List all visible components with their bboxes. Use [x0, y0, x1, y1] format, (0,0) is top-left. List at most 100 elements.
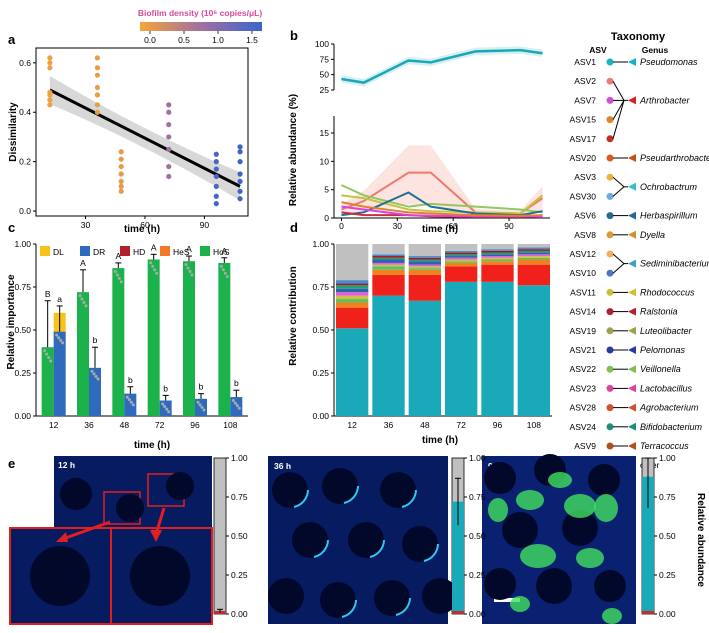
micro-biofilm-patch — [488, 498, 508, 522]
panel-b-top-ytick-label: 50 — [320, 70, 330, 80]
panel-a-ytick-label: 0.4 — [19, 107, 31, 117]
colorbar-title: Biofilm density (10⁶ copies/μL) — [138, 8, 263, 18]
panel-d-bar-segment — [372, 274, 405, 296]
panel-a-point — [118, 163, 124, 170]
panel-c-sig-letter: b — [128, 375, 133, 385]
taxonomy-branch — [612, 80, 625, 101]
panel-a-point — [237, 171, 243, 177]
panel-a-xtick-label: 60 — [140, 220, 150, 230]
taxonomy-asv-label: ASV2 — [574, 76, 596, 86]
panel-c-sig-letter: A — [221, 246, 227, 256]
panel-c-point — [167, 410, 171, 414]
micro-pore — [348, 522, 384, 558]
panel-a-point — [166, 163, 172, 170]
micro-pore — [484, 462, 516, 494]
panel-a-point — [237, 178, 243, 185]
panel-d-bar-segment — [481, 252, 514, 255]
panel-c-point — [196, 400, 200, 404]
taxonomy-asv-dot — [606, 231, 614, 239]
panel-d-bar-segment — [445, 266, 478, 282]
panel-c-sig-letter: b — [163, 383, 168, 393]
panel-a-point — [118, 178, 124, 185]
taxonomy-branch — [612, 253, 625, 264]
taxonomy-genus-label: Dyella — [640, 230, 665, 240]
taxonomy-asv-label: ASV24 — [570, 422, 597, 432]
micro-biofilm-patch — [576, 548, 604, 568]
panel-c-ytick-label: 1.00 — [14, 239, 31, 249]
panel-c-legend-swatch — [120, 246, 130, 256]
panel-c-xlabel: time (h) — [134, 440, 170, 451]
panel-d-ytick-label: 0.25 — [312, 368, 329, 378]
panel-c-legend-label: HD — [133, 247, 145, 257]
panel-e-bar-asv1 — [642, 476, 654, 614]
panel-c-point — [237, 406, 241, 410]
panel-d-bar-segment — [517, 259, 550, 265]
panel-c-legend-label: HeS — [173, 247, 190, 257]
panel-c-legend-swatch — [80, 246, 90, 256]
panel-c-point — [188, 270, 192, 274]
panel-d-bar-segment — [445, 257, 478, 260]
panel-c-point — [84, 304, 88, 308]
panel-c-point — [117, 276, 121, 280]
taxonomy-genus-marker — [628, 96, 636, 105]
panel-c-point — [80, 297, 84, 301]
panel-a-frame — [35, 47, 249, 217]
panel-c-point — [131, 403, 135, 407]
panel-c-point — [57, 336, 61, 340]
panel-d-bar-segment — [445, 259, 478, 262]
panel-c-legend-swatch — [160, 246, 170, 256]
micro-pore — [60, 478, 92, 510]
panel-a-point — [118, 156, 124, 162]
micro-pore — [562, 510, 598, 546]
panel-d-xtick-label: 108 — [527, 420, 541, 430]
panel-c-point — [151, 264, 155, 268]
panel-d-bar-segment — [408, 259, 441, 262]
taxonomy-genus-label: Pseudarthrobacter — [640, 153, 709, 163]
panel-d-xtick-label: 72 — [456, 420, 466, 430]
taxonomy-asv-label: ASV3 — [574, 172, 596, 182]
panel-c-point — [92, 372, 96, 376]
taxonomy-asv-label: ASV10 — [570, 268, 597, 278]
panel-c-sig-letter: A — [151, 242, 157, 252]
panel-d-bar-segment — [445, 250, 478, 253]
panel-d-bar-segment — [408, 274, 441, 301]
panel-c-sig-letter: A — [186, 244, 192, 254]
panel-b-series-line — [341, 194, 544, 215]
panel-d-ylabel: Relative contribution — [288, 266, 299, 365]
micro-pore — [502, 512, 538, 548]
panel-a-xtick-label: 30 — [81, 220, 91, 230]
panel-c-sig-letter: a — [57, 294, 62, 304]
panel-d-bar-segment — [481, 250, 514, 253]
panel-c-bar-dr — [53, 331, 66, 416]
panel-a-ylabel: Dissimilarity — [8, 102, 19, 162]
panel-d-xtick-label: 48 — [420, 420, 430, 430]
taxonomy-asv-label: ASV19 — [570, 326, 597, 336]
panel-c-point — [223, 271, 227, 275]
taxonomy-genus-marker — [628, 211, 636, 220]
colorbar-tick-label: 1.5 — [246, 35, 258, 45]
panel-a-point — [237, 196, 243, 202]
panel-e-bar-minor — [642, 611, 654, 614]
taxonomy-asv-label: ASV17 — [570, 134, 597, 144]
micro-pore — [30, 546, 90, 606]
zoom-arrow-1 — [59, 520, 111, 542]
panel-c-ytick-label: 0.75 — [14, 282, 31, 292]
colorbar-ticks: 0.0 0.5 1.0 1.5 — [144, 31, 258, 45]
panel-c-point — [49, 359, 53, 363]
panel-d-bar-segment — [445, 281, 478, 416]
panel-a-point — [47, 97, 53, 103]
panel-c-xtick-label: 48 — [120, 420, 130, 430]
panel-d-bar-segment — [336, 307, 369, 329]
taxonomy-genus-marker — [628, 384, 636, 393]
taxonomy-asv-dot — [606, 404, 614, 412]
taxonomy-genus-label: Luteolibacter — [640, 326, 693, 336]
panel-c-point — [202, 408, 206, 412]
panel-c-point — [184, 263, 188, 267]
taxonomy-genus-label: Pseudomonas — [640, 57, 698, 67]
taxonomy-asv-dot — [606, 346, 614, 354]
panel-d-bar-segment — [372, 259, 405, 263]
micro-pore — [536, 568, 572, 604]
panel-c-xtick-label: 108 — [223, 420, 237, 430]
taxonomy-asv-dot — [606, 384, 614, 392]
panel-d-bar-segment — [372, 254, 405, 257]
